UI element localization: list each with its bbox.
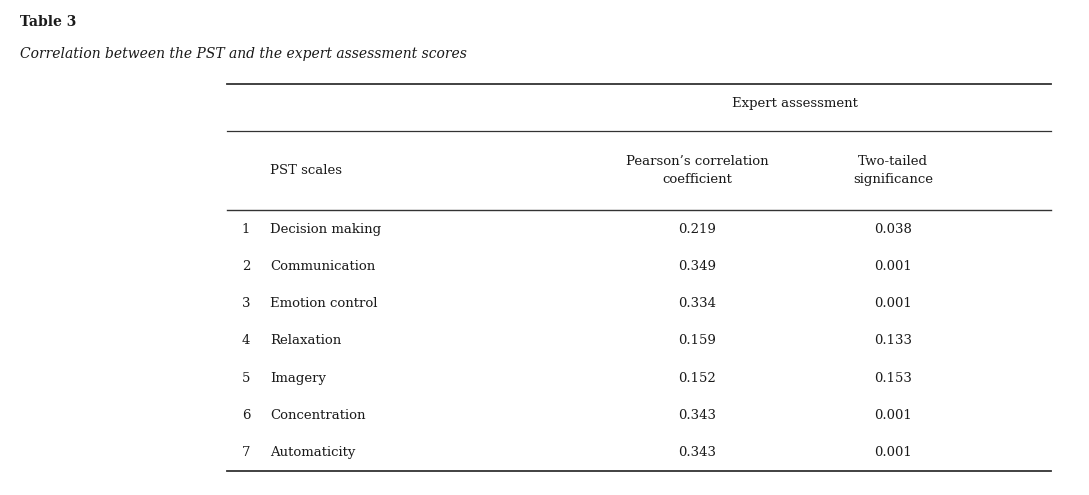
Text: 0.343: 0.343: [678, 446, 715, 459]
Text: Emotion control: Emotion control: [270, 297, 378, 310]
Text: 0.133: 0.133: [874, 334, 911, 347]
Text: Expert assessment: Expert assessment: [732, 98, 858, 110]
Text: 0.349: 0.349: [678, 260, 715, 273]
Text: 3: 3: [242, 297, 250, 310]
Text: Automaticity: Automaticity: [270, 446, 355, 459]
Text: Table 3: Table 3: [20, 15, 76, 29]
Text: 7: 7: [242, 446, 250, 459]
Text: 0.219: 0.219: [678, 223, 715, 236]
Text: 0.001: 0.001: [874, 409, 911, 422]
Text: 0.152: 0.152: [678, 372, 715, 385]
Text: 0.343: 0.343: [678, 409, 715, 422]
Text: 0.153: 0.153: [874, 372, 911, 385]
Text: Relaxation: Relaxation: [270, 334, 341, 347]
Text: 0.001: 0.001: [874, 446, 911, 459]
Text: Correlation between the PST and the expert assessment scores: Correlation between the PST and the expe…: [20, 47, 466, 61]
Text: 1: 1: [242, 223, 250, 236]
Text: Communication: Communication: [270, 260, 376, 273]
Text: Concentration: Concentration: [270, 409, 366, 422]
Text: 0.159: 0.159: [678, 334, 715, 347]
Text: PST scales: PST scales: [270, 164, 342, 177]
Text: Two-tailed
significance: Two-tailed significance: [853, 155, 933, 186]
Text: 5: 5: [242, 372, 250, 385]
Text: 2: 2: [242, 260, 250, 273]
Text: 0.001: 0.001: [874, 260, 911, 273]
Text: Pearson’s correlation
coefficient: Pearson’s correlation coefficient: [626, 155, 768, 186]
Text: Imagery: Imagery: [270, 372, 326, 385]
Text: 0.334: 0.334: [678, 297, 715, 310]
Text: 4: 4: [242, 334, 250, 347]
Text: 6: 6: [242, 409, 250, 422]
Text: Decision making: Decision making: [270, 223, 381, 236]
Text: 0.038: 0.038: [874, 223, 911, 236]
Text: 0.001: 0.001: [874, 297, 911, 310]
